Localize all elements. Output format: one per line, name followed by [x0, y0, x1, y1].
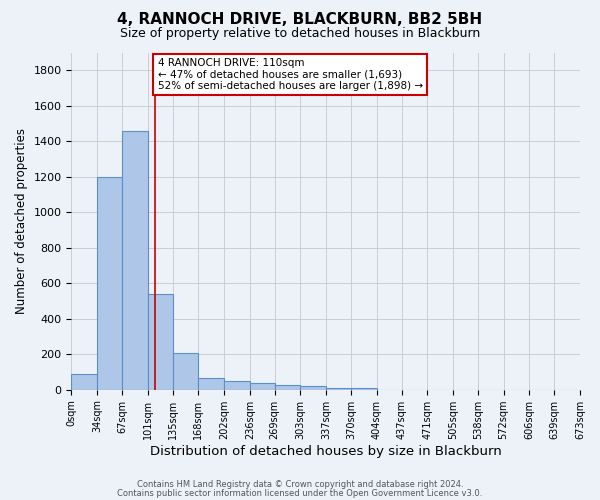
Text: Size of property relative to detached houses in Blackburn: Size of property relative to detached ho… [120, 28, 480, 40]
Bar [122, 130, 148, 390]
X-axis label: Distribution of detached houses by size in Blackburn: Distribution of detached houses by size … [150, 444, 502, 458]
Text: 4, RANNOCH DRIVE, BLACKBURN, BB2 5BH: 4, RANNOCH DRIVE, BLACKBURN, BB2 5BH [118, 12, 482, 28]
Bar [275, 385, 301, 390]
Bar [351, 388, 377, 390]
Text: 4 RANNOCH DRIVE: 110sqm
← 47% of detached houses are smaller (1,693)
52% of semi: 4 RANNOCH DRIVE: 110sqm ← 47% of detache… [158, 58, 422, 91]
Bar [71, 374, 97, 390]
Bar [148, 294, 173, 390]
Text: Contains public sector information licensed under the Open Government Licence v3: Contains public sector information licen… [118, 488, 482, 498]
Y-axis label: Number of detached properties: Number of detached properties [15, 128, 28, 314]
Bar [199, 378, 224, 390]
Bar [301, 386, 326, 390]
Bar [173, 354, 199, 390]
Bar [326, 388, 351, 390]
Text: Contains HM Land Registry data © Crown copyright and database right 2024.: Contains HM Land Registry data © Crown c… [137, 480, 463, 489]
Bar [97, 176, 122, 390]
Bar [250, 382, 275, 390]
Bar [224, 381, 250, 390]
